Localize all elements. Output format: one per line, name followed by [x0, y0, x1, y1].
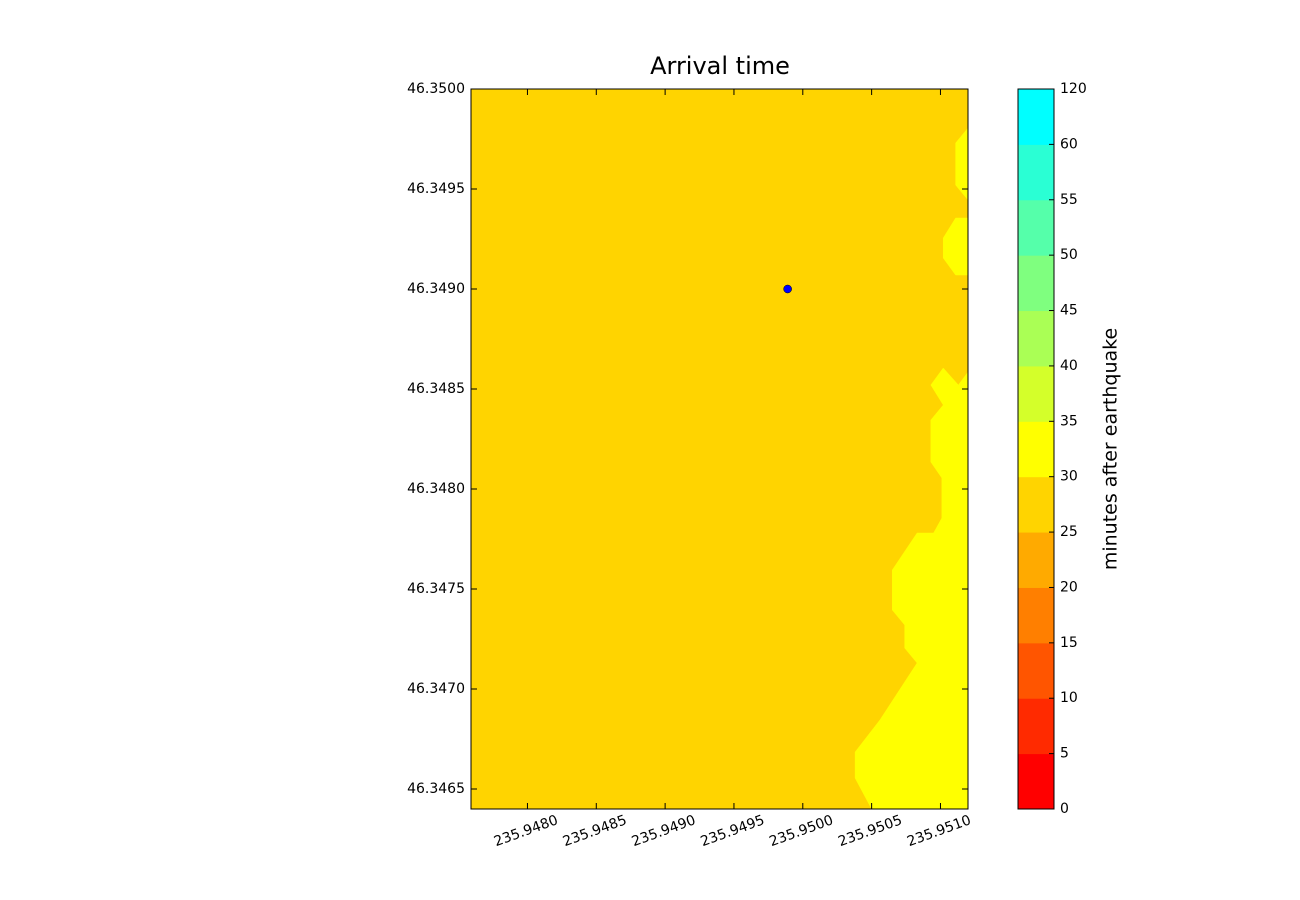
colorbar-band — [1018, 365, 1054, 422]
colorbar-band — [1018, 310, 1054, 367]
y-tick-label: 46.3470 — [407, 681, 465, 697]
colorbar-tick-label: 50 — [1060, 247, 1078, 263]
colorbar-band — [1018, 421, 1054, 478]
y-tick-label: 46.3495 — [407, 181, 465, 197]
y-tick-label: 46.3465 — [407, 781, 465, 797]
plot-frame — [470, 88, 969, 810]
y-tick-label: 46.3500 — [407, 81, 465, 97]
colorbar-tick-label: 5 — [1060, 746, 1069, 762]
colorbar-band — [1018, 476, 1054, 533]
y-tick-label: 46.3480 — [407, 481, 465, 497]
colorbar-tick-label: 25 — [1060, 524, 1078, 540]
colorbar-band — [1018, 144, 1054, 201]
colorbar-band — [1018, 642, 1054, 699]
contour-regions — [854, 127, 968, 809]
y-tick-label: 46.3485 — [407, 381, 465, 397]
colorbar-band — [1018, 199, 1054, 256]
contour-region — [854, 367, 968, 809]
colorbar-tick-label: 120 — [1060, 81, 1087, 97]
colorbar-tick-label: 35 — [1060, 413, 1078, 429]
colorbar-tick-label: 60 — [1060, 136, 1078, 152]
colorbar-band — [1018, 587, 1054, 644]
y-tick-label: 46.3475 — [407, 581, 465, 597]
colorbar-tick-label: 55 — [1060, 192, 1078, 208]
colorbar-band — [1018, 753, 1054, 810]
colorbar-frame — [1017, 88, 1055, 810]
colorbar-tick-label: 45 — [1060, 303, 1078, 319]
colorbar-tick-label: 30 — [1060, 469, 1078, 485]
colorbar-band — [1018, 255, 1054, 312]
chart-title: Arrival time — [650, 52, 790, 80]
contour-region — [955, 127, 968, 201]
point — [783, 284, 792, 294]
colorbar-tick-label: 15 — [1060, 635, 1078, 651]
colorbar-tick-label: 40 — [1060, 358, 1078, 374]
y-tick-label: 46.3490 — [407, 281, 465, 297]
colorbar-label: minutes after earthquake — [1100, 328, 1122, 570]
colorbar-tick-label: 20 — [1060, 579, 1078, 595]
plot-area — [471, 89, 968, 809]
contour-region — [942, 217, 968, 276]
colorbar-band — [1018, 698, 1054, 755]
colorbar-tick-label: 10 — [1060, 690, 1078, 706]
colorbar-band — [1018, 532, 1054, 588]
colorbar-tick-label: 0 — [1060, 801, 1069, 817]
colorbar-band — [1018, 89, 1054, 145]
